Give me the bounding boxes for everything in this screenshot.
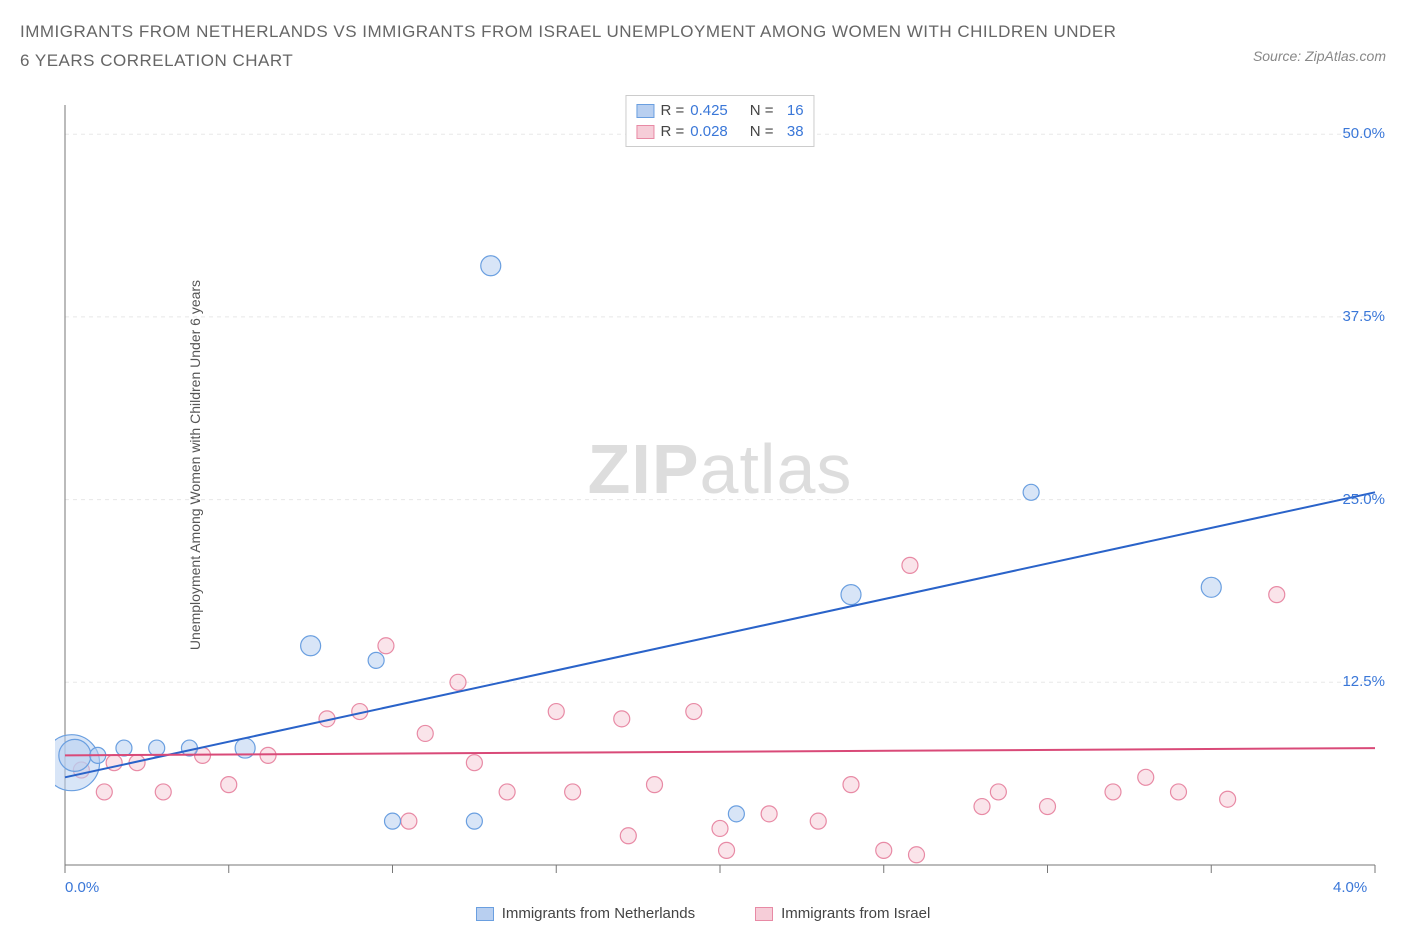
legend-r-value: 0.028 [690, 121, 728, 142]
y-tick-label: 37.5% [1342, 308, 1385, 325]
legend-swatch [636, 125, 654, 139]
x-tick-label: 0.0% [65, 879, 99, 896]
legend-r-label: R = [660, 121, 684, 142]
source-attribution: Source: ZipAtlas.com [1253, 48, 1386, 64]
chart-area: ZIPatlas R =0.425N =16R =0.028N =38 12.5… [55, 95, 1385, 875]
title-bar: IMMIGRANTS FROM NETHERLANDS VS IMMIGRANT… [0, 0, 1406, 76]
y-tick-label: 50.0% [1342, 125, 1385, 142]
series-legend-item: Immigrants from Israel [755, 905, 930, 922]
legend-r-label: R = [660, 100, 684, 121]
stats-legend-row: R = 0.425 N = 16 [636, 100, 803, 121]
legend-swatch [755, 907, 773, 921]
series-legend: Immigrants from Netherlands Immigrants fr… [0, 905, 1406, 922]
scatter-plot [55, 95, 1385, 875]
legend-n-value: 38 [780, 121, 804, 142]
chart-title: IMMIGRANTS FROM NETHERLANDS VS IMMIGRANT… [20, 18, 1120, 76]
series-legend-item: Immigrants from Netherlands [476, 905, 695, 922]
x-tick-label: 4.0% [1333, 879, 1367, 896]
series-legend-label: Immigrants from Netherlands [502, 905, 695, 922]
stats-legend: R = 0.425 N = 16 R = 0.028 N = 38 [625, 95, 814, 147]
legend-n-label: N = [750, 100, 774, 121]
stats-legend-row: R = 0.028 N = 38 [636, 121, 803, 142]
series-legend-label: Immigrants from Israel [781, 905, 930, 922]
legend-swatch [476, 907, 494, 921]
legend-r-value: 0.425 [690, 100, 728, 121]
y-tick-label: 12.5% [1342, 673, 1385, 690]
legend-n-label: N = [750, 121, 774, 142]
legend-n-value: 16 [780, 100, 804, 121]
legend-swatch [636, 104, 654, 118]
y-tick-label: 25.0% [1342, 491, 1385, 508]
